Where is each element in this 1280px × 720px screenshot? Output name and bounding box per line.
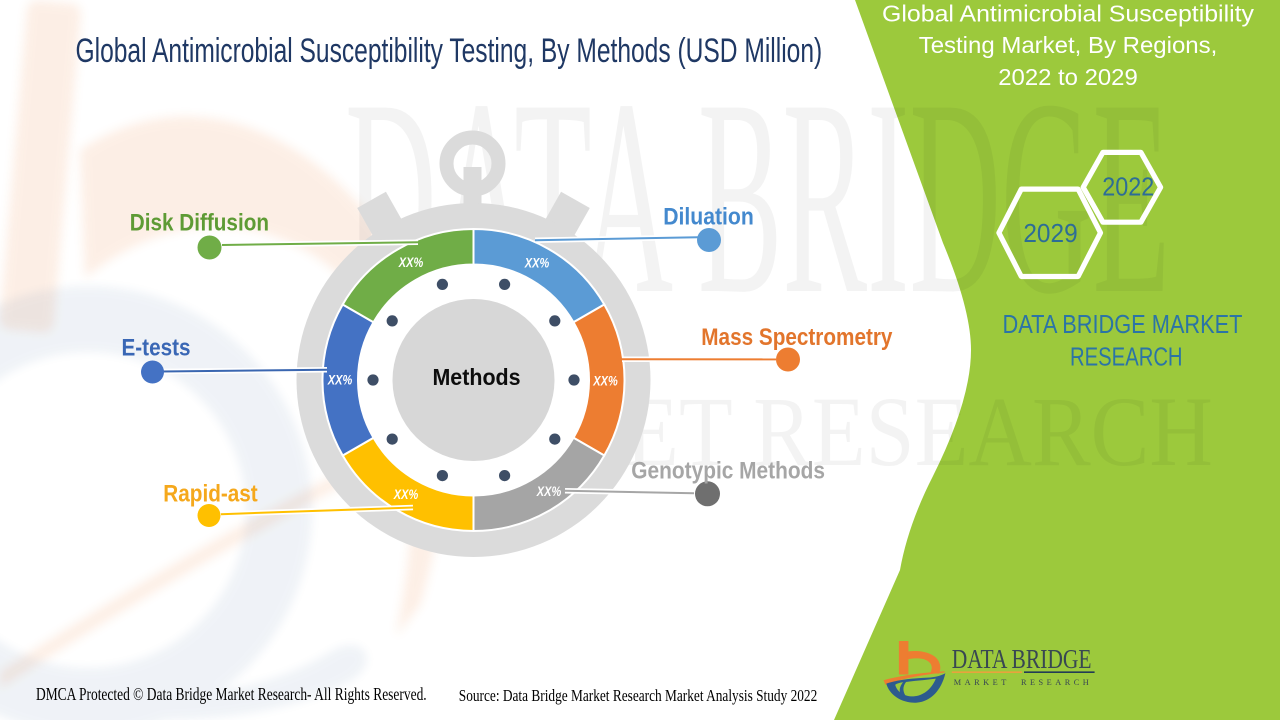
svg-text:MARKET RESEARCH: MARKET RESEARCH <box>954 678 1092 687</box>
svg-text:E-tests: E-tests <box>122 334 191 361</box>
svg-text:DMCA Protected © Data Bridge M: DMCA Protected © Data Bridge Market Rese… <box>36 685 427 704</box>
svg-text:XX%: XX% <box>592 373 617 388</box>
svg-text:Rapid-ast: Rapid-ast <box>163 480 258 507</box>
svg-text:2022 to 2029: 2022 to 2029 <box>998 64 1137 89</box>
svg-text:Global Antimicrobial Susceptib: Global Antimicrobial Susceptibility <box>882 1 1254 27</box>
svg-text:Source: Data Bridge Market Res: Source: Data Bridge Market Research Mark… <box>459 687 817 706</box>
svg-text:2022: 2022 <box>1102 173 1154 201</box>
svg-text:XX%: XX% <box>398 255 423 270</box>
svg-text:Methods: Methods <box>432 364 520 390</box>
svg-text:RESEARCH: RESEARCH <box>1070 342 1183 371</box>
svg-text:DATA BRIDGE: DATA BRIDGE <box>952 645 1092 675</box>
svg-text:2029: 2029 <box>1023 220 1077 249</box>
svg-text:DATA BRIDGE MARKET: DATA BRIDGE MARKET <box>1003 311 1243 339</box>
svg-text:Global Antimicrobial Susceptib: Global Antimicrobial Susceptibility Test… <box>76 32 823 70</box>
svg-text:Diluation: Diluation <box>663 203 754 230</box>
svg-text:XX%: XX% <box>524 255 549 270</box>
svg-text:XX%: XX% <box>327 372 352 387</box>
svg-text:XX%: XX% <box>393 487 418 502</box>
svg-text:Mass Spectrometry: Mass Spectrometry <box>701 323 893 350</box>
svg-text:Testing Market, By Regions,: Testing Market, By Regions, <box>919 33 1218 58</box>
svg-text:XX%: XX% <box>536 484 561 499</box>
svg-text:Disk Diffusion: Disk Diffusion <box>130 209 269 236</box>
svg-text:Genotypic Methods: Genotypic Methods <box>631 457 825 484</box>
